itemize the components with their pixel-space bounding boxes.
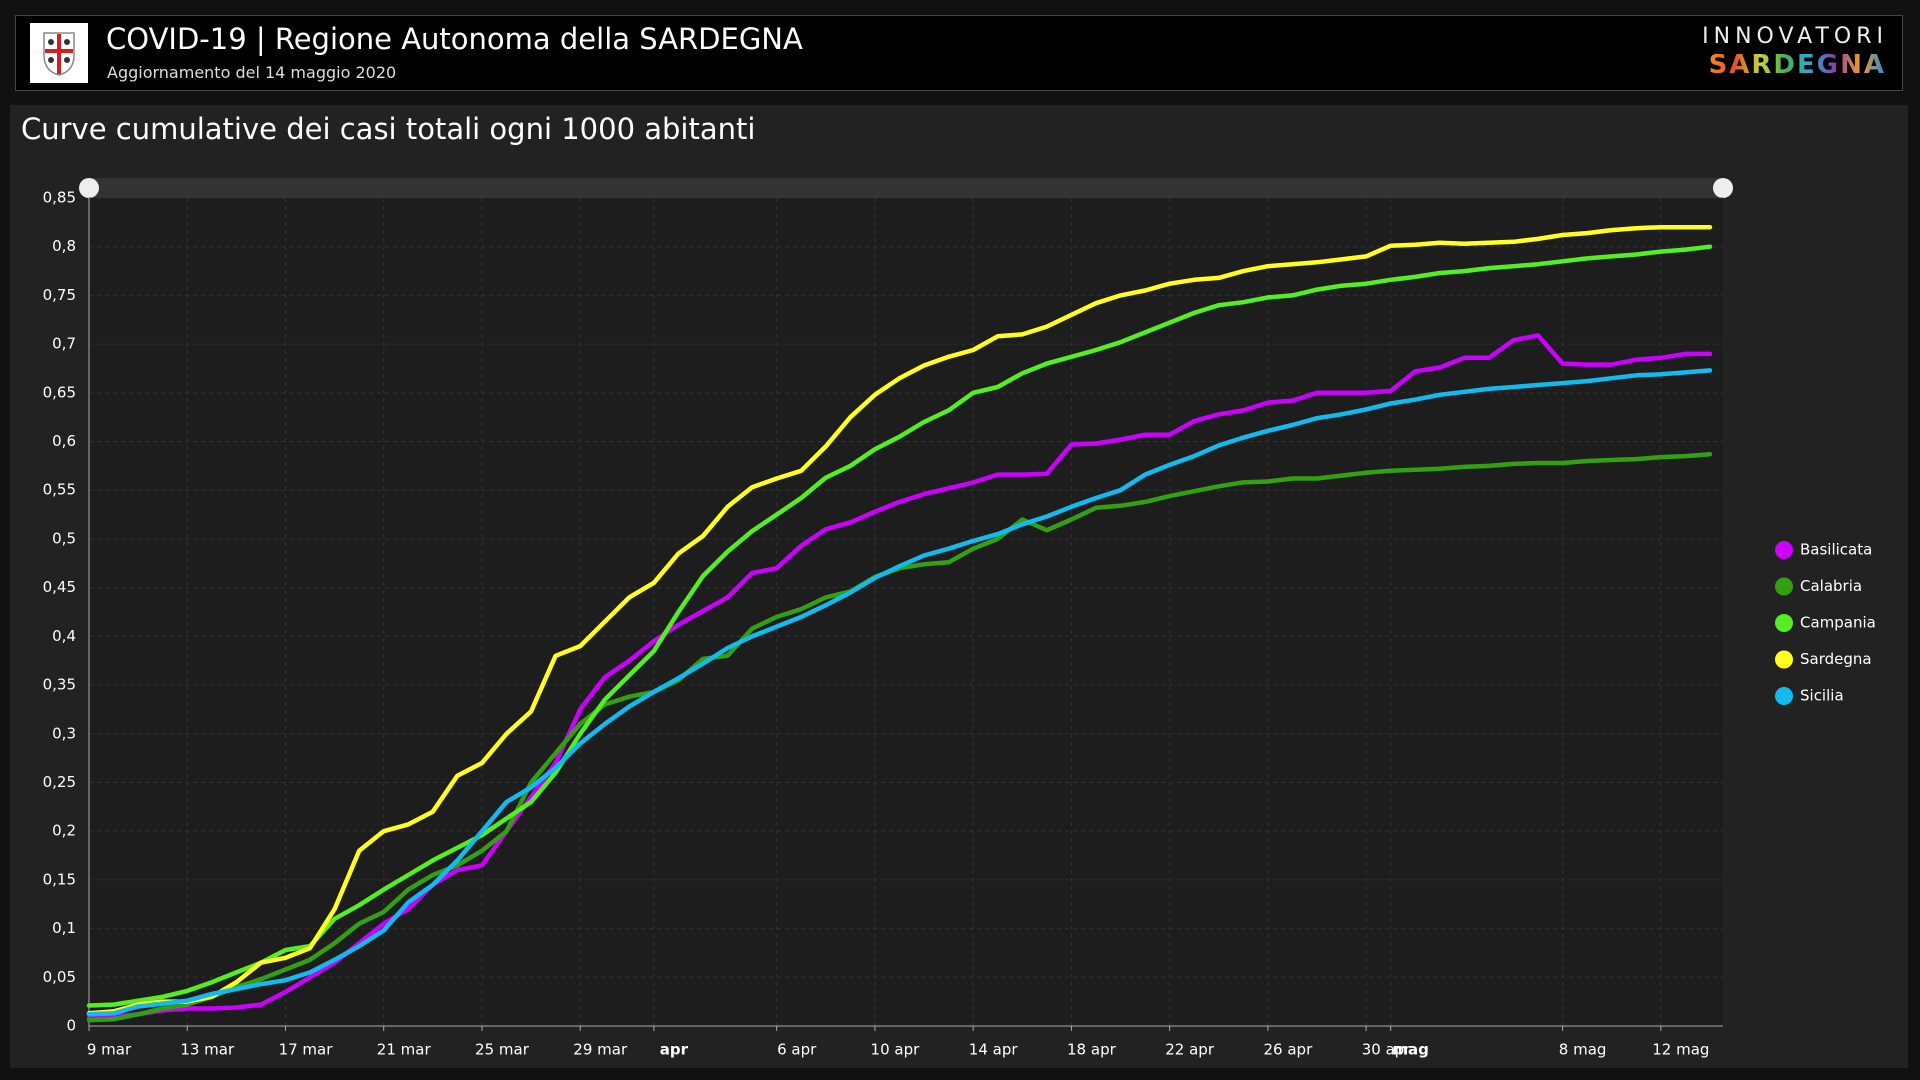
plot-area	[89, 198, 1723, 1026]
legend-label: Calabria	[1800, 577, 1862, 595]
legend-swatch	[1775, 687, 1793, 705]
y-tick-label: 0,75	[43, 286, 76, 304]
slider-handle[interactable]	[1713, 178, 1733, 198]
y-tick-label: 0,05	[43, 968, 76, 986]
y-tick-label: 0,1	[52, 919, 76, 937]
legend-swatch	[1775, 541, 1793, 559]
chart-title: Curve cumulative dei casi totali ogni 10…	[21, 112, 755, 146]
y-tick-label: 0	[66, 1017, 76, 1035]
y-tick-label: 0,15	[43, 870, 76, 888]
x-tick-label: 9 mar	[87, 1041, 132, 1059]
x-tick-label: 21 mar	[377, 1041, 432, 1059]
logo	[30, 23, 88, 83]
y-tick-label: 0,7	[52, 335, 76, 353]
x-tick-label: 13 mar	[180, 1041, 235, 1059]
y-tick-label: 0,3	[52, 724, 76, 742]
y-tick-label: 0,35	[43, 676, 76, 694]
line	[86, 244, 1713, 1008]
x-tick-label: 6 apr	[777, 1041, 817, 1059]
x-tick-label: 12 mag	[1652, 1041, 1709, 1059]
x-tick-label: 22 apr	[1165, 1041, 1215, 1059]
y-tick-label: 0,45	[43, 578, 76, 596]
y-tick-label: 0,6	[52, 432, 76, 450]
legend-swatch	[1775, 650, 1793, 669]
x-tick-label: 30 apr	[1362, 1041, 1412, 1059]
y-tick-label: 0,4	[52, 627, 76, 645]
x-tick-label: 8 mag	[1559, 1041, 1607, 1059]
chart: Curve cumulative dei casi totali ogni 10…	[10, 105, 1908, 1068]
x-tick-label: 29 mar	[573, 1041, 628, 1059]
legend-label: Sardegna	[1800, 650, 1872, 668]
brand: SARDEGNA	[1708, 50, 1886, 80]
slider-handle[interactable]	[79, 178, 99, 198]
legend-swatch	[1775, 577, 1793, 596]
y-tick-label: 0,85	[43, 189, 76, 207]
x-tick-label: 25 mar	[475, 1041, 530, 1059]
y-tick-label: 0,8	[52, 237, 76, 255]
x-tick-label: 18 apr	[1067, 1041, 1117, 1059]
header: COVID-19 | Regione Autonoma della SARDEG…	[15, 15, 1903, 91]
brand: INNOVATORI	[1702, 24, 1888, 49]
title: COVID-19 | Regione Autonoma della SARDEG…	[106, 22, 803, 56]
y-tick-label: 0,65	[43, 383, 76, 401]
x-tick-label: 14 apr	[969, 1041, 1019, 1059]
x-tick-label: mag	[1392, 1041, 1429, 1059]
y-tick-label: 0,55	[43, 481, 76, 499]
legend-swatch	[1775, 614, 1793, 632]
line	[86, 224, 1713, 1016]
legend-label: Campania	[1800, 614, 1876, 632]
subtitle: Aggiornamento del 14 maggio 2020	[107, 63, 397, 82]
legend-label: Basilicata	[1800, 541, 1872, 559]
y-tick-label: 0,2	[52, 822, 76, 840]
legend-label: Sicilia	[1800, 687, 1844, 705]
x-tick-label: 10 apr	[871, 1041, 921, 1059]
x-tick-label: 26 apr	[1264, 1041, 1314, 1059]
y-tick-label: 0,5	[52, 529, 76, 547]
x-tick-label: 17 mar	[279, 1041, 334, 1059]
range-slider[interactable]	[89, 178, 1723, 198]
x-tick-label: apr	[660, 1041, 689, 1059]
y-tick-label: 0,25	[43, 773, 76, 791]
line	[86, 333, 1713, 1021]
line	[86, 368, 1713, 1017]
